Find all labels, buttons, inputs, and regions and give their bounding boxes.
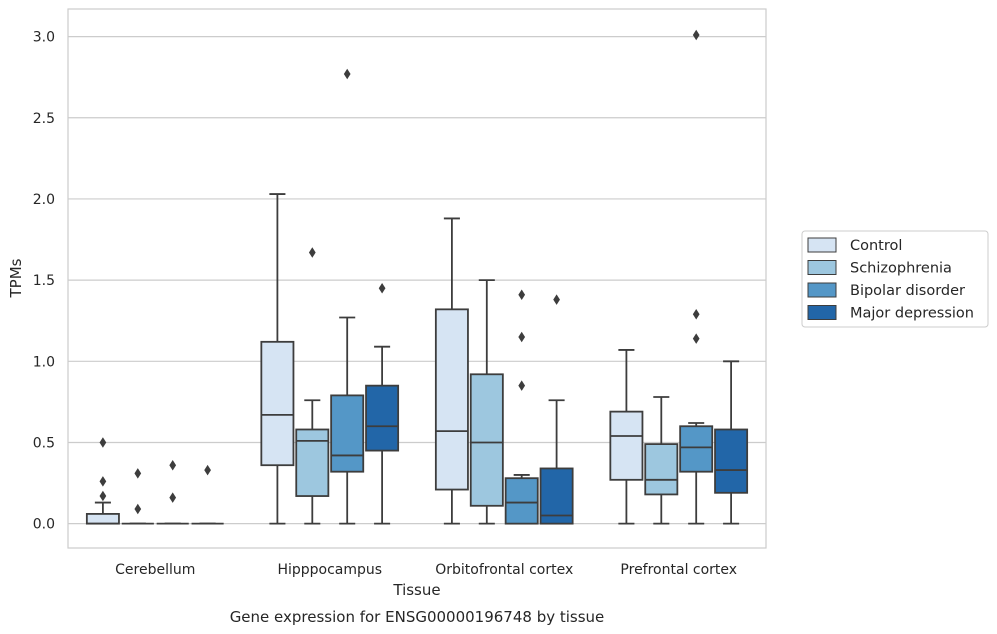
box: [539, 467, 574, 525]
legend-items: Control Schizophrenia Bipolar disorder Majo…: [807, 237, 974, 322]
box-plot-groups: [85, 29, 749, 525]
legend-swatch: [807, 282, 837, 298]
plot-frame: [67, 8, 767, 549]
legend-label: Major depression: [850, 306, 974, 322]
y-axis-ticks: 0.0 0.5 1.0 1.5 2.0 2.5 3.0: [33, 30, 55, 533]
legend-frame: [801, 230, 989, 328]
outlier-point: [692, 308, 700, 320]
outlier-point: [518, 331, 526, 343]
y-axis-label: TPMs: [7, 258, 25, 298]
x-tick-label: Prefrontal cortex: [620, 562, 737, 578]
y-tick-label: 2.5: [33, 111, 55, 127]
box: [434, 308, 469, 491]
legend-label: Schizophrenia: [850, 261, 952, 277]
box: [295, 428, 330, 497]
x-tick-label: Hipppocampus: [277, 562, 382, 578]
y-tick-label: 1.5: [33, 273, 55, 289]
x-axis-label: Tissue: [392, 581, 440, 599]
legend-swatch: [807, 237, 837, 253]
outlier-point: [99, 476, 107, 487]
outlier-point: [204, 464, 211, 476]
outlier-point: [134, 503, 142, 515]
outlier-point: [378, 282, 386, 294]
legend-label: Bipolar disorder: [850, 283, 965, 299]
y-tick-label: 0.5: [33, 435, 55, 451]
outlier-point: [518, 289, 526, 300]
x-tick-label: Cerebellum: [115, 562, 195, 578]
legend: Control Schizophrenia Bipolar disorder Majo…: [801, 230, 989, 328]
outlier-point: [169, 459, 177, 471]
figure-caption: Gene expression for ENSG00000196748 by t…: [230, 608, 605, 626]
legend-swatch: [807, 260, 837, 275]
box: [714, 428, 749, 494]
box-group: [85, 437, 224, 525]
outlier-point: [518, 380, 526, 391]
box: [469, 373, 504, 507]
box: [504, 477, 539, 525]
outlier-point: [553, 294, 560, 305]
box: [644, 443, 679, 496]
y-tick-label: 0.0: [33, 517, 55, 533]
y-tick-label: 1.0: [33, 354, 55, 370]
box-group: [609, 29, 749, 525]
box: [365, 384, 400, 452]
legend-swatch: [807, 305, 837, 320]
x-tick-label: Orbitofrontal cortex: [435, 562, 573, 578]
outlier-point: [134, 468, 142, 479]
outlier-point: [343, 68, 351, 80]
box: [609, 410, 644, 481]
outlier-point: [169, 492, 177, 503]
y-tick-label: 3.0: [33, 30, 55, 46]
y-tick-label: 2.0: [33, 192, 55, 208]
outlier-point: [692, 333, 700, 344]
outlier-point: [692, 29, 700, 41]
outlier-point: [308, 247, 316, 258]
box: [679, 425, 714, 473]
box-group: [260, 68, 400, 525]
legend-label: Control: [850, 238, 902, 254]
x-axis-ticks: Cerebellum Hipppocampus Orbitofrontal cort…: [115, 562, 737, 578]
box: [260, 340, 295, 467]
outlier-point: [99, 437, 107, 448]
box-group: [434, 217, 574, 525]
outlier-point: [99, 490, 107, 502]
box: [330, 394, 365, 473]
box: [85, 513, 120, 525]
